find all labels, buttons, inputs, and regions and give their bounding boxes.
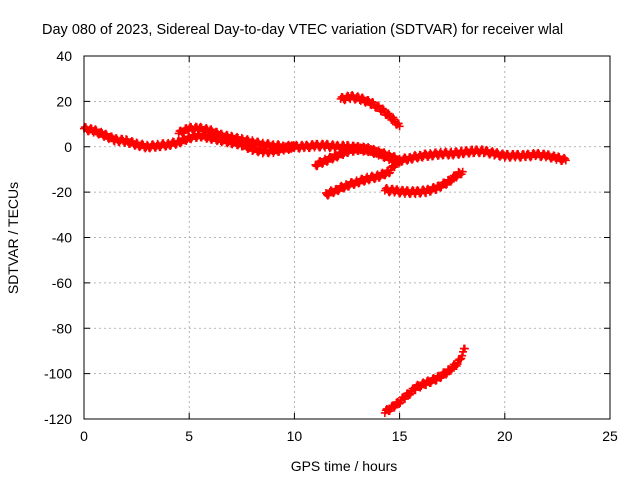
- data-point: [358, 93, 367, 102]
- data-point: [391, 160, 400, 169]
- series-arc-6: [380, 167, 467, 199]
- grid: [84, 56, 610, 419]
- series-arc-3: [336, 91, 404, 131]
- y-tick-label: -20: [52, 184, 72, 200]
- data-point: [405, 391, 414, 400]
- data-point: [101, 129, 110, 138]
- data-point: [389, 162, 398, 171]
- plot-frame: [83, 55, 611, 420]
- data-point: [333, 153, 342, 162]
- data-points: [80, 91, 570, 417]
- data-point: [452, 173, 461, 182]
- y-tick-label: 40: [56, 48, 72, 64]
- data-point: [460, 344, 469, 353]
- data-point: [446, 366, 455, 375]
- data-point: [446, 177, 455, 186]
- data-point: [395, 122, 404, 131]
- x-axis-label: GPS time / hours: [291, 458, 398, 474]
- y-axis-label: SDTVAR / TECUs: [5, 182, 21, 294]
- y-tick-label: -80: [52, 320, 72, 336]
- x-tick-label: 20: [497, 428, 513, 444]
- data-point: [207, 125, 216, 134]
- data-point: [560, 154, 569, 163]
- y-tick-label: -120: [44, 411, 72, 427]
- data-point: [384, 109, 393, 118]
- data-point: [334, 187, 343, 196]
- data-point: [458, 351, 467, 360]
- data-point: [453, 360, 462, 369]
- data-point: [290, 142, 299, 151]
- y-tick-label: 0: [64, 139, 72, 155]
- data-point: [289, 141, 298, 150]
- series-arc-7: [380, 344, 469, 417]
- data-point: [442, 180, 451, 189]
- data-point: [458, 167, 467, 176]
- data-point: [456, 355, 465, 364]
- y-tick-label: -40: [52, 230, 72, 246]
- data-point: [377, 148, 386, 157]
- series-arc-5: [321, 160, 400, 200]
- y-tick-label: 20: [56, 93, 72, 109]
- y-tick-label: -60: [52, 275, 72, 291]
- x-tick-label: 25: [602, 428, 618, 444]
- y-tick-label: -100: [44, 366, 72, 382]
- x-tick-label: 0: [80, 428, 88, 444]
- x-tick-label: 10: [287, 428, 303, 444]
- data-point: [416, 383, 425, 392]
- chart-title: Day 080 of 2023, Sidereal Day-to-day VTE…: [42, 22, 563, 38]
- data-point: [395, 158, 404, 167]
- x-tick-label: 15: [392, 428, 408, 444]
- data-point: [442, 370, 451, 379]
- axis-ticks: 0 5 10 15 20 25 40 20 0 -20 -40 -60 -80 -100 -120: [44, 48, 618, 444]
- data-point: [561, 156, 570, 165]
- data-point: [375, 173, 384, 182]
- series-arc-2: [174, 122, 299, 153]
- data-point: [378, 104, 387, 113]
- x-tick-label: 5: [185, 428, 193, 444]
